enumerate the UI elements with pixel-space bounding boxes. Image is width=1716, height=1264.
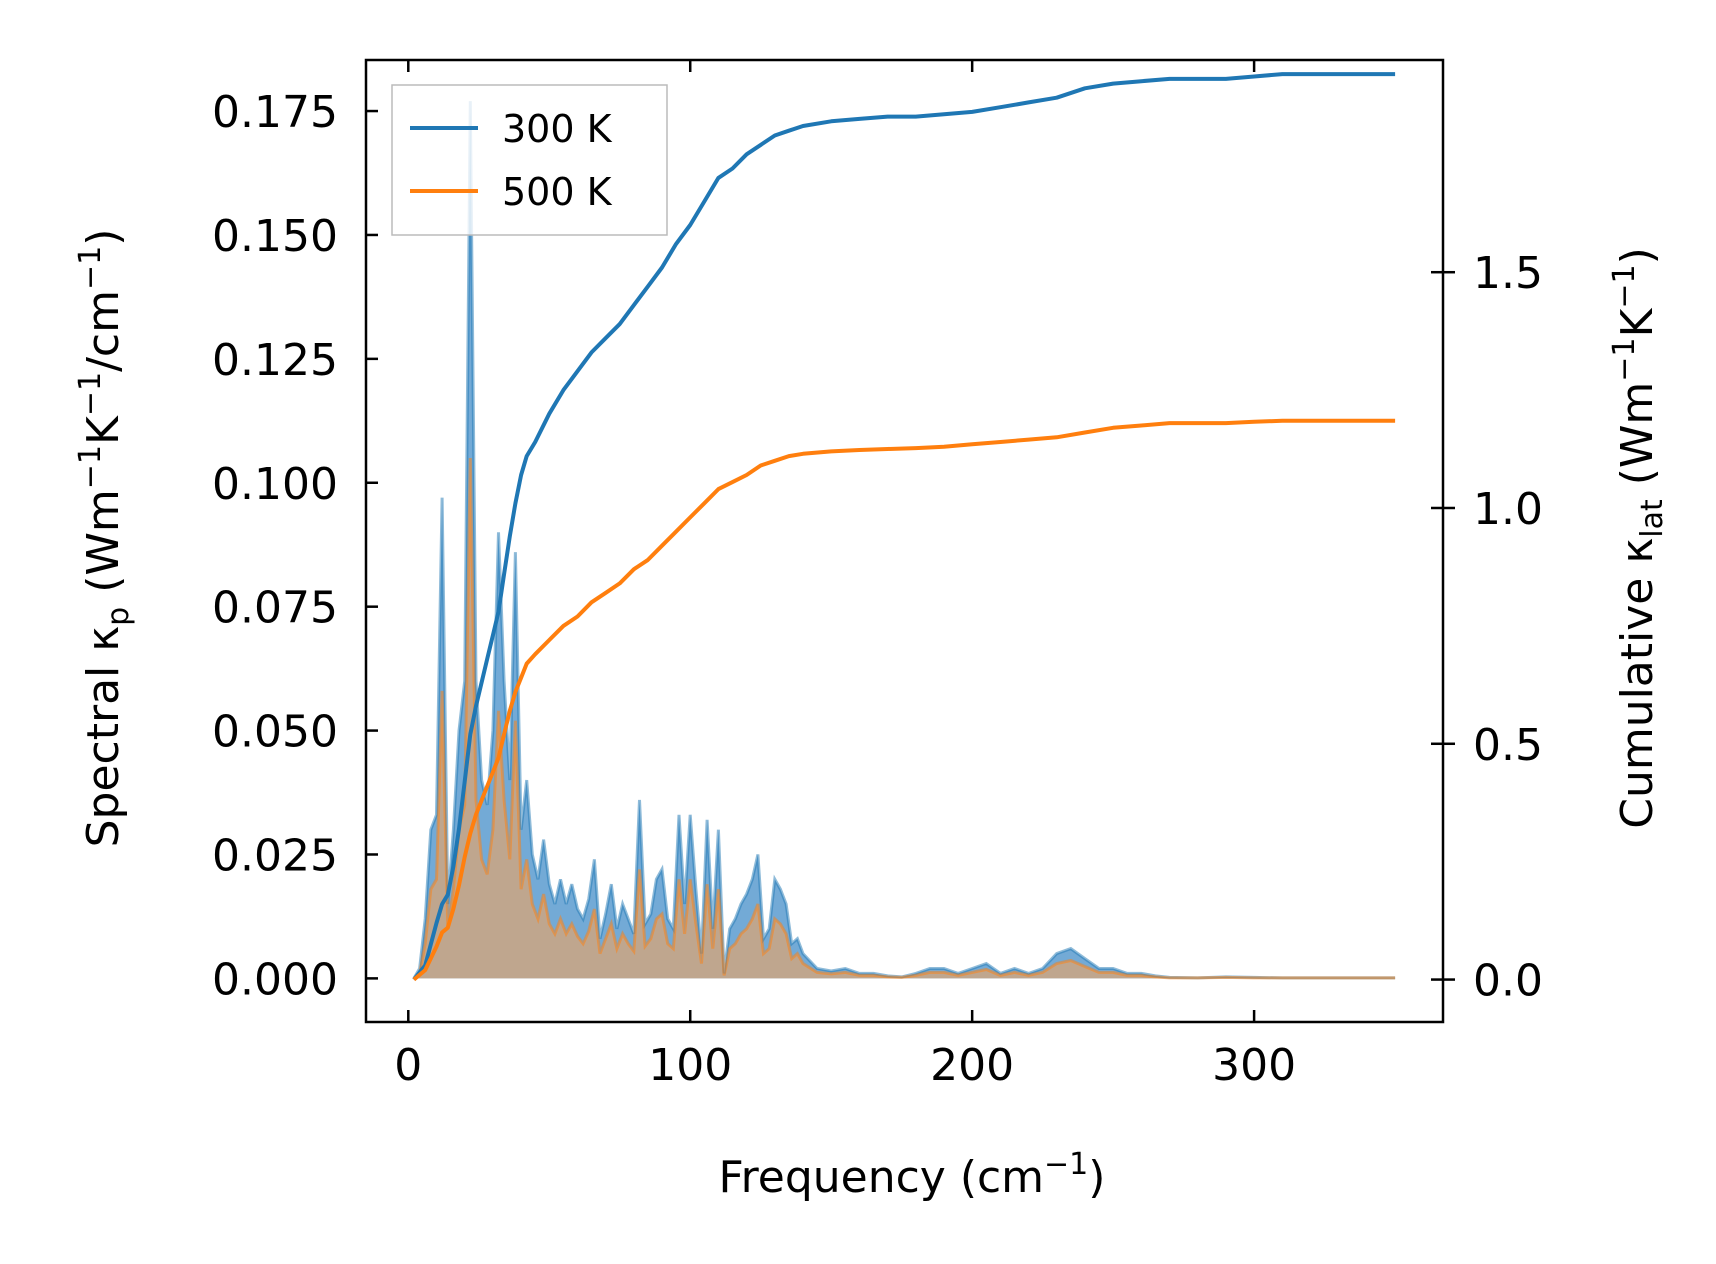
cumulative-line-300k [412, 72, 1396, 981]
legend-label-500k: 500 K [502, 170, 613, 214]
y-right-tick-label: 1.5 [1473, 248, 1543, 299]
spectral-line-500k [412, 457, 1396, 980]
y-left-axis-ticks: 0.000 0.025 0.050 0.075 0.100 0.125 0.150 0.175 [212, 87, 378, 1005]
y-left-tick-label: 0.050 [212, 707, 338, 758]
legend-box [391, 84, 668, 236]
y-right-tick-label: 1.0 [1473, 484, 1543, 535]
x-axis-title: Frequency (cm−1) [719, 1147, 1106, 1203]
spectral-fills [413, 101, 1396, 979]
y-right-tick-label: 0.5 [1473, 720, 1543, 771]
legend-label-300k: 300 K [502, 107, 613, 151]
y-right-tick-label: 0.0 [1473, 956, 1543, 1007]
cumulative-lines [412, 72, 1396, 982]
y-left-tick-label: 0.125 [212, 335, 338, 386]
y-left-tick-label: 0.025 [212, 830, 338, 881]
x-tick-label: 300 [1212, 1040, 1296, 1091]
y-right-axis-title: Cumulative κlat (Wm−1K−1) [1607, 247, 1670, 829]
x-axis-ticks: 0 100 200 300 [394, 60, 1296, 1091]
x-tick-label: 100 [648, 1040, 732, 1091]
cumulative-line-500k [412, 418, 1396, 982]
y-left-tick-label: 0.075 [212, 583, 338, 634]
y-left-tick-label: 0.175 [212, 87, 338, 138]
legend: 300 K 500 K [391, 84, 668, 236]
y-right-axis-ticks: 0.0 0.5 1.0 1.5 [1431, 248, 1543, 1007]
axes-frame [364, 58, 1445, 1024]
y-left-tick-label: 0.100 [212, 459, 338, 510]
spectral-fill-500k [413, 458, 1396, 979]
spectral-line-300k [412, 101, 1396, 980]
x-tick-label: 200 [930, 1040, 1014, 1091]
plot-area [412, 72, 1396, 982]
y-left-tick-label: 0.150 [212, 211, 338, 262]
spectral-lines [412, 101, 1396, 980]
y-left-axis-title: Spectral κp (Wm−1K−1/cm−1) [73, 229, 136, 848]
x-tick-label: 0 [394, 1040, 422, 1091]
y-left-tick-label: 0.000 [212, 954, 338, 1005]
